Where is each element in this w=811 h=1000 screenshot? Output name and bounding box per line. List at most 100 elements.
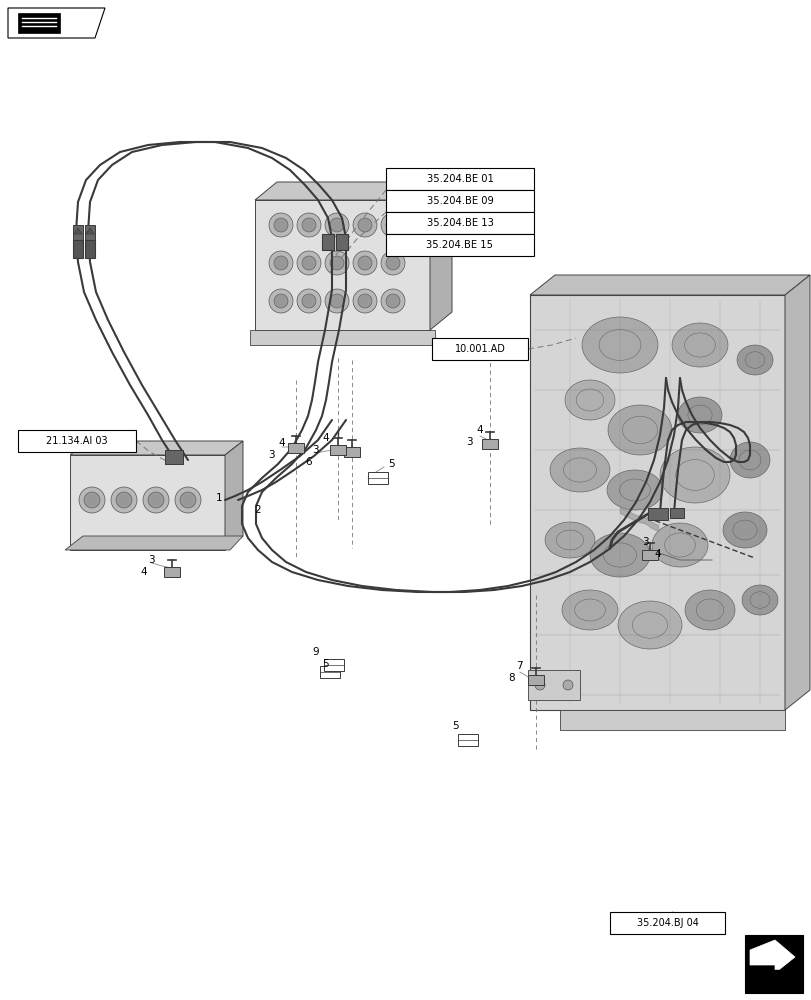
Polygon shape bbox=[255, 200, 430, 330]
Text: 4: 4 bbox=[475, 425, 482, 435]
Ellipse shape bbox=[617, 601, 681, 649]
Polygon shape bbox=[62, 16, 92, 23]
Circle shape bbox=[268, 251, 293, 275]
Circle shape bbox=[297, 213, 320, 237]
Bar bbox=[431, 338, 527, 360]
Bar bbox=[385, 168, 534, 190]
Text: 35.204.BE 01: 35.204.BE 01 bbox=[426, 174, 493, 184]
Text: 9: 9 bbox=[311, 647, 318, 657]
Bar bbox=[85, 240, 95, 258]
Polygon shape bbox=[65, 536, 242, 550]
Bar bbox=[527, 675, 543, 685]
Ellipse shape bbox=[581, 317, 657, 373]
Text: 10.001.AD: 10.001.AD bbox=[454, 344, 504, 354]
Bar bbox=[385, 190, 534, 212]
Bar bbox=[669, 508, 683, 518]
Text: 4: 4 bbox=[653, 549, 660, 559]
Polygon shape bbox=[749, 970, 796, 987]
Text: 4: 4 bbox=[277, 438, 285, 448]
Circle shape bbox=[353, 213, 376, 237]
Text: 2: 2 bbox=[254, 505, 260, 515]
Bar bbox=[609, 912, 724, 934]
Polygon shape bbox=[18, 13, 60, 33]
Circle shape bbox=[180, 492, 195, 508]
Bar bbox=[647, 508, 667, 520]
Circle shape bbox=[324, 251, 349, 275]
Circle shape bbox=[534, 680, 544, 690]
Text: 5: 5 bbox=[388, 459, 394, 469]
Text: 4: 4 bbox=[139, 567, 147, 577]
Circle shape bbox=[380, 289, 405, 313]
Text: 3: 3 bbox=[466, 437, 472, 447]
Polygon shape bbox=[250, 330, 435, 345]
Polygon shape bbox=[70, 455, 225, 550]
Text: 3: 3 bbox=[268, 450, 274, 460]
Bar bbox=[73, 225, 83, 241]
Ellipse shape bbox=[672, 323, 727, 367]
Polygon shape bbox=[225, 441, 242, 550]
Text: 7: 7 bbox=[515, 661, 522, 671]
Circle shape bbox=[353, 289, 376, 313]
Ellipse shape bbox=[549, 448, 609, 492]
Polygon shape bbox=[8, 8, 105, 38]
Bar bbox=[482, 439, 497, 449]
Circle shape bbox=[358, 256, 371, 270]
Circle shape bbox=[143, 487, 169, 513]
Ellipse shape bbox=[544, 522, 594, 558]
Bar bbox=[85, 225, 95, 241]
Polygon shape bbox=[527, 670, 579, 700]
Text: 4: 4 bbox=[322, 433, 328, 443]
Circle shape bbox=[329, 294, 344, 308]
Bar bbox=[18, 430, 135, 452]
Polygon shape bbox=[367, 472, 388, 484]
Ellipse shape bbox=[684, 590, 734, 630]
Ellipse shape bbox=[590, 533, 649, 577]
Bar bbox=[344, 447, 359, 457]
Circle shape bbox=[353, 251, 376, 275]
Bar bbox=[744, 935, 802, 993]
Circle shape bbox=[268, 289, 293, 313]
Polygon shape bbox=[74, 228, 82, 234]
Text: 3: 3 bbox=[311, 445, 318, 455]
Circle shape bbox=[273, 256, 288, 270]
Ellipse shape bbox=[561, 590, 617, 630]
Circle shape bbox=[385, 256, 400, 270]
Circle shape bbox=[148, 492, 164, 508]
Polygon shape bbox=[86, 228, 94, 234]
Circle shape bbox=[79, 487, 105, 513]
Text: 8: 8 bbox=[508, 673, 514, 683]
Ellipse shape bbox=[651, 523, 707, 567]
Ellipse shape bbox=[677, 397, 721, 433]
Circle shape bbox=[562, 680, 573, 690]
Polygon shape bbox=[324, 659, 344, 671]
Polygon shape bbox=[255, 182, 452, 200]
Circle shape bbox=[175, 487, 201, 513]
Ellipse shape bbox=[736, 345, 772, 375]
Circle shape bbox=[273, 218, 288, 232]
Circle shape bbox=[297, 289, 320, 313]
Bar bbox=[385, 212, 534, 234]
Text: 5: 5 bbox=[452, 721, 458, 731]
Text: 35.204.BE 13: 35.204.BE 13 bbox=[426, 218, 493, 228]
Circle shape bbox=[84, 492, 100, 508]
Text: 1: 1 bbox=[216, 493, 222, 503]
Circle shape bbox=[380, 251, 405, 275]
Circle shape bbox=[302, 218, 315, 232]
Circle shape bbox=[297, 251, 320, 275]
Circle shape bbox=[380, 213, 405, 237]
Ellipse shape bbox=[722, 512, 766, 548]
Bar bbox=[329, 445, 345, 455]
Ellipse shape bbox=[729, 442, 769, 478]
Ellipse shape bbox=[564, 380, 614, 420]
Polygon shape bbox=[749, 940, 794, 973]
Text: 5: 5 bbox=[322, 659, 328, 669]
Circle shape bbox=[273, 294, 288, 308]
Text: 6: 6 bbox=[305, 457, 311, 467]
Text: 21.134.AI 03: 21.134.AI 03 bbox=[46, 436, 108, 446]
Bar bbox=[336, 234, 348, 250]
Circle shape bbox=[116, 492, 132, 508]
Ellipse shape bbox=[607, 405, 672, 455]
Text: 35.204.BE 15: 35.204.BE 15 bbox=[426, 240, 493, 250]
Polygon shape bbox=[530, 275, 809, 295]
Circle shape bbox=[358, 294, 371, 308]
